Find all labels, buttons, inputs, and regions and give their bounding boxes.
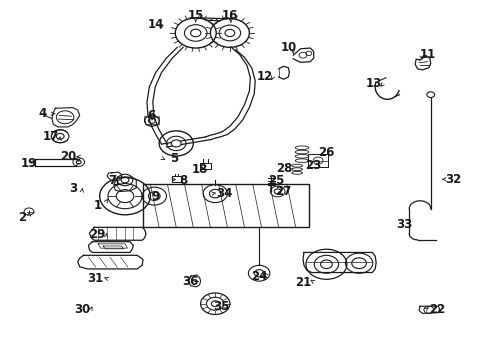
Text: 27: 27 (275, 185, 291, 198)
Circle shape (116, 190, 134, 203)
Text: 6: 6 (146, 109, 155, 122)
Text: 30: 30 (74, 303, 91, 316)
Text: 36: 36 (182, 275, 198, 288)
Text: 16: 16 (221, 9, 238, 22)
Text: 29: 29 (89, 228, 105, 241)
Text: 10: 10 (280, 41, 296, 54)
Text: 35: 35 (212, 300, 229, 313)
Text: 24: 24 (250, 270, 267, 283)
Text: 32: 32 (444, 173, 460, 186)
Text: 5: 5 (169, 152, 178, 165)
Text: 3: 3 (69, 183, 77, 195)
Text: 9: 9 (151, 190, 160, 203)
Circle shape (320, 260, 331, 269)
Text: 18: 18 (191, 163, 207, 176)
Text: 21: 21 (294, 276, 310, 289)
Circle shape (224, 30, 234, 37)
Text: 17: 17 (42, 130, 59, 144)
Text: 22: 22 (428, 303, 444, 316)
Text: 12: 12 (256, 69, 272, 82)
Bar (143, 184, 308, 227)
Text: 26: 26 (318, 145, 334, 158)
Text: 1: 1 (94, 199, 102, 212)
Text: 34: 34 (215, 187, 232, 200)
Text: 14: 14 (147, 18, 163, 31)
Circle shape (211, 301, 219, 307)
Bar (307, 154, 328, 167)
Text: 15: 15 (187, 9, 203, 22)
Circle shape (190, 29, 201, 37)
Text: 19: 19 (21, 157, 37, 170)
Text: 13: 13 (365, 77, 381, 90)
Text: 28: 28 (276, 162, 292, 175)
Text: 8: 8 (179, 174, 187, 186)
Text: 4: 4 (38, 107, 46, 120)
Text: 33: 33 (395, 218, 412, 231)
Text: 7: 7 (107, 174, 116, 186)
Text: 31: 31 (87, 272, 103, 285)
Text: 11: 11 (418, 48, 435, 61)
Text: 23: 23 (304, 159, 320, 172)
Text: 20: 20 (60, 150, 76, 163)
Circle shape (171, 140, 181, 147)
Text: 2: 2 (19, 211, 27, 224)
Text: 25: 25 (267, 174, 284, 186)
